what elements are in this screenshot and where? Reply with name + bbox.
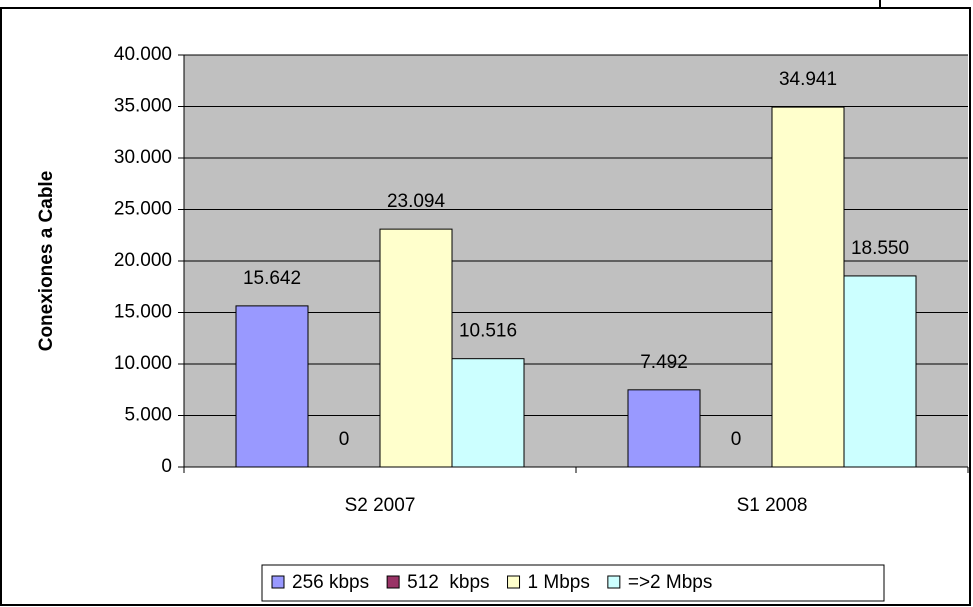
y-tick-label: 40.000: [114, 44, 172, 65]
legend-swatch: [607, 575, 621, 589]
legend-label: 1 Mbps: [528, 572, 590, 593]
y-tick-label: 25.000: [114, 199, 172, 220]
legend-swatch: [386, 575, 400, 589]
bar: [379, 228, 453, 468]
legend-swatch: [271, 575, 285, 589]
y-tick-label: 15.000: [114, 302, 172, 323]
y-tick-label: 0: [161, 456, 172, 477]
data-label: 18.550: [851, 238, 909, 259]
bar: [771, 106, 845, 468]
bar: [627, 389, 701, 468]
data-label: 23.094: [387, 191, 446, 212]
data-label: 34.941: [779, 69, 837, 90]
legend-label: 512 kbps: [407, 572, 489, 593]
y-tick-label: 10.000: [114, 353, 172, 374]
data-label: 0: [731, 429, 742, 450]
x-tick-label: S1 2008: [737, 495, 808, 516]
data-label: 15.642: [243, 268, 301, 289]
y-tick-label: 30.000: [114, 147, 172, 168]
y-tick-label: 20.000: [114, 250, 172, 271]
bar: [843, 275, 917, 468]
bar: [451, 358, 525, 468]
data-label: 10.516: [459, 321, 517, 342]
legend-label: 256 kbps: [292, 572, 369, 593]
x-tick-label: S2 2007: [345, 495, 416, 516]
legend-box: [261, 564, 885, 602]
data-label: 0: [339, 429, 350, 450]
legend-label: =>2 Mbps: [628, 572, 713, 593]
bar: [235, 305, 309, 468]
y-tick-label: 5.000: [124, 405, 172, 426]
data-label: 7.492: [640, 352, 688, 373]
y-axis-title: Conexiones a Cable: [36, 171, 57, 352]
y-tick-label: 35.000: [114, 96, 172, 117]
legend-swatch: [507, 575, 521, 589]
